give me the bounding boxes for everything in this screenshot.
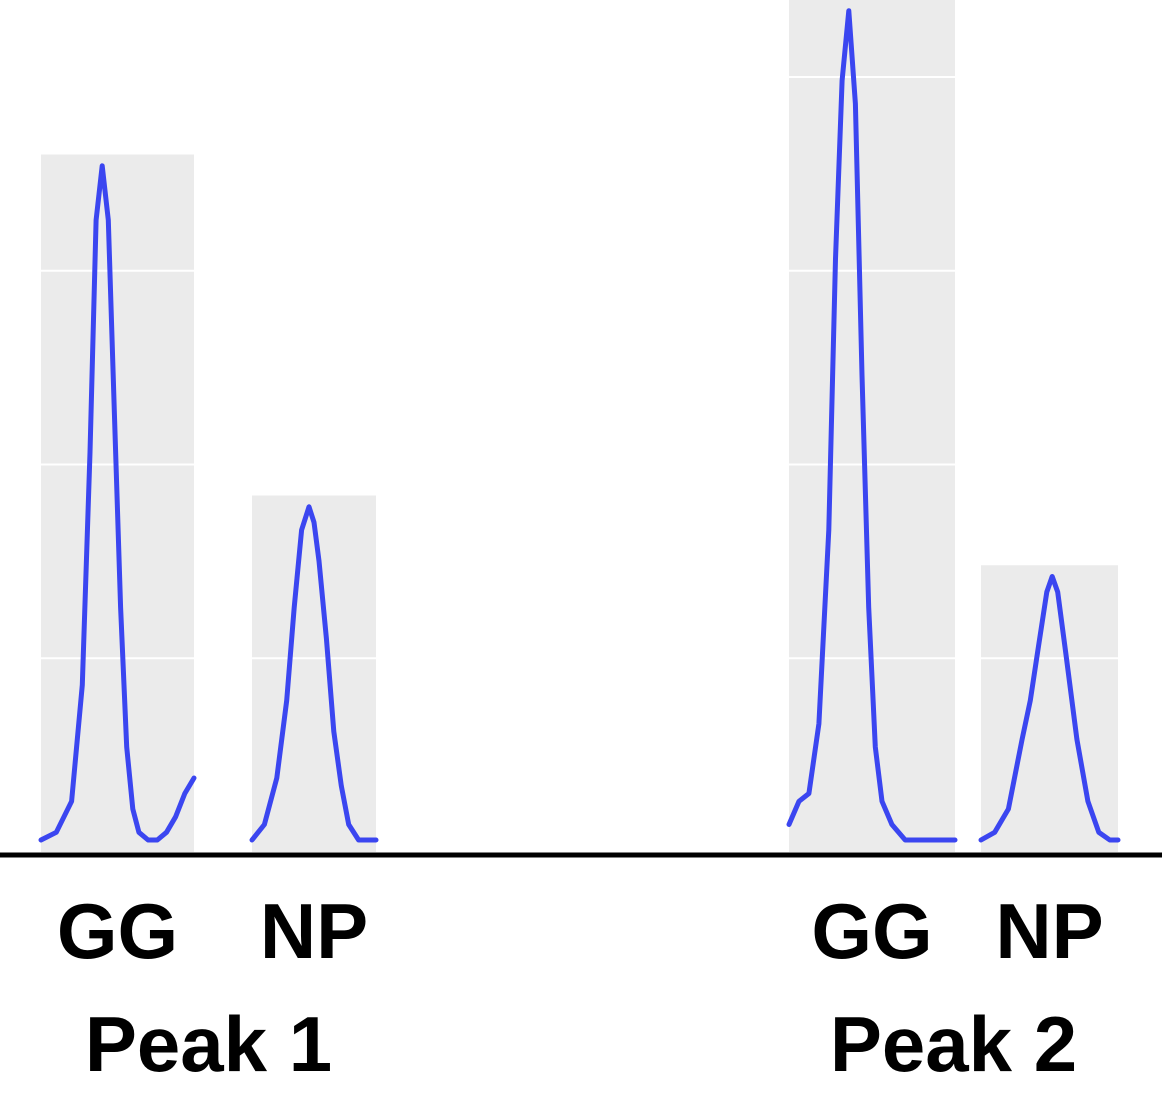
density-line-peak-2-gg xyxy=(786,8,958,843)
density-line-peak-1-gg xyxy=(38,163,197,843)
group-label-peak-1: Peak 1 xyxy=(84,1000,333,1088)
panel-background-peak-2-np xyxy=(981,565,1118,852)
category-label-peak-1-gg: GG xyxy=(56,887,179,975)
category-label-peak-2-gg: GG xyxy=(811,887,933,975)
group-label-peak-2: Peak 2 xyxy=(829,1000,1078,1088)
density-line-peak-1-np xyxy=(249,504,379,843)
density-line-peak-2-np xyxy=(978,574,1121,843)
category-label-peak-2-np: NP xyxy=(995,887,1104,975)
category-label-peak-1-np: NP xyxy=(259,887,369,975)
